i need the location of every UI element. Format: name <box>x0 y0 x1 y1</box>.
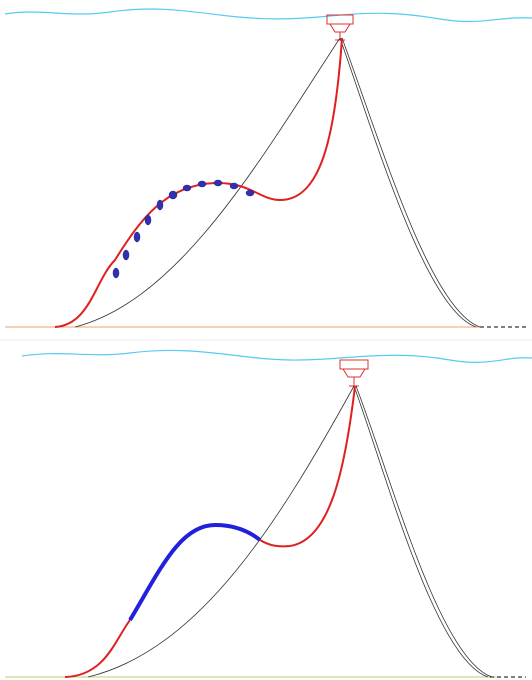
page <box>0 0 532 680</box>
riser-diagram <box>0 0 532 680</box>
